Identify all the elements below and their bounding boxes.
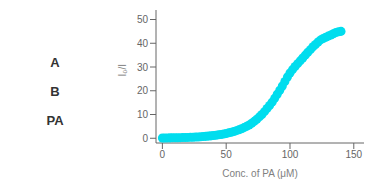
html-text:PA: PA (46, 113, 64, 128)
svg-text:0: 0 (160, 149, 166, 160)
svg-text:50: 50 (137, 14, 149, 25)
svg-text:0: 0 (142, 133, 148, 144)
html-text:B: B (50, 84, 60, 99)
svg-text:150: 150 (345, 149, 362, 160)
html-text:A: A (50, 55, 60, 70)
svg-text:10: 10 (137, 109, 149, 120)
svg-text:I₀/I: I₀/I (117, 64, 128, 77)
svg-text:50: 50 (221, 149, 233, 160)
svg-text:40: 40 (137, 38, 149, 49)
svg-text:30: 30 (137, 62, 149, 73)
svg-text:Conc. of PA (μM): Conc. of PA (μM) (222, 168, 298, 179)
svg-text:20: 20 (137, 85, 149, 96)
svg-text:100: 100 (282, 149, 299, 160)
